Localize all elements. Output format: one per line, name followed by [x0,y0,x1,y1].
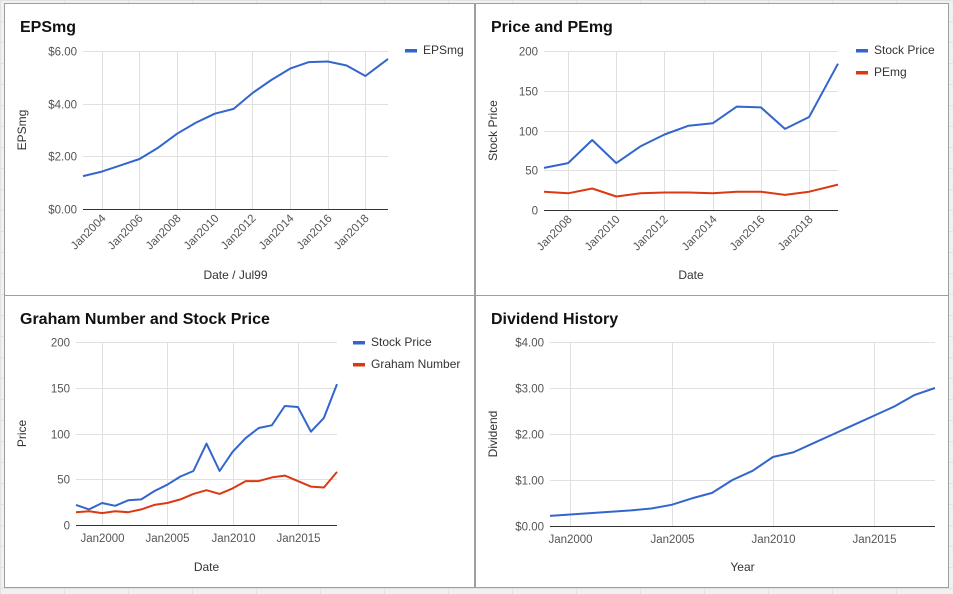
legend-label: EPSmg [423,43,464,57]
dividend-chart-panel: Dividend History $0.00 $1.00 $2.00 $3.00 $4.0… [475,295,949,588]
x-tick-label: Jan2008 [144,213,184,253]
y-tick-label: $4.00 [515,338,544,350]
x-tick-label: Jan2012 [219,213,259,253]
x-tick-label: Jan2010 [182,213,222,253]
x-tick-label: Jan2014 [257,212,297,252]
y-tick-label: $3.00 [515,384,544,396]
y-tick-label: 0 [64,521,70,533]
y-tick-label: 100 [51,430,70,442]
legend-swatch [856,49,868,53]
legend-label: Stock Price [371,335,432,349]
eps-chart: EPSmg$0.00$2.00$4.00$6.00Jan2004Jan2006J… [15,19,464,282]
y-tick-label: $2.00 [515,430,544,442]
y-tick-label: $0.00 [515,522,544,534]
chart-title: Graham Number and Stock Price [20,311,270,328]
y-tick-label: 0 [532,206,538,218]
x-tick-label: Jan2004 [69,212,109,252]
y-tick-label: $0.00 [48,205,77,217]
x-tick-label: Jan2018 [332,213,372,253]
x-tick-label: Jan2015 [852,534,896,546]
x-tick-label: Jan2010 [751,534,795,546]
graham-chart-panel: Graham Number and Stock Price 0 50 100 150 20… [4,295,475,588]
price-pe-chart: Price and PEmg 0 50 100 150 200 Jan2008 Jan2010… [486,19,935,282]
legend-swatch [353,363,365,367]
series-line-stock-price [75,383,338,511]
y-tick-label: 200 [519,47,538,59]
x-tick-label: Jan2008 [535,214,575,254]
legend-label: Stock Price [874,43,935,57]
legend-swatch [856,71,868,75]
y-axis-title: Stock Price [486,100,500,161]
chart-title: Price and PEmg [491,19,613,36]
x-axis-title: Date / Jul99 [203,268,267,282]
legend-label: PEmg [874,65,907,79]
y-tick-label: 100 [519,127,538,139]
series-line-stock-price [543,63,839,169]
series-line-graham-number [75,471,338,515]
x-tick-label: Jan2000 [548,534,592,546]
x-tick-label: Jan2015 [276,533,320,545]
price-pe-chart-panel: Price and PEmg 0 50 100 150 200 Jan2008 Jan2010… [475,3,949,296]
x-tick-label: Jan2012 [631,214,671,254]
x-axis-title: Year [730,560,754,574]
y-tick-label: 150 [519,87,538,99]
x-tick-label: Jan2010 [211,533,255,545]
y-tick-label: $6.00 [48,47,77,59]
y-tick-label: 50 [525,166,538,178]
x-tick-label: Jan2016 [728,214,768,254]
series-line-epsmg [82,58,389,178]
x-tick-label: Jan2000 [80,533,124,545]
series-line-main [549,387,936,517]
y-tick-label: 150 [51,384,70,396]
series-line-pemg [543,183,839,198]
dividend-chart: Dividend History $0.00 $1.00 $2.00 $3.00 $4.0… [486,311,936,574]
eps-chart-panel: EPSmg $0.00 $2.00 $4.00 $6.00 Jan2004 Jan2006 J… [4,3,475,296]
y-tick-label: $1.00 [515,476,544,488]
x-tick-label: Jan2005 [145,533,189,545]
y-tick-label: $2.00 [48,152,77,164]
x-tick-label: Jan2010 [583,214,623,254]
y-tick-label: $4.00 [48,100,77,112]
y-tick-label: 200 [51,338,70,350]
x-axis-title: Date [194,560,220,574]
x-tick-label: Jan2018 [776,214,816,254]
chart-title: Dividend History [491,311,618,328]
y-axis-title: Dividend [486,411,500,458]
y-axis-title: EPSmg [15,110,29,151]
x-axis-title: Date [678,268,704,282]
x-tick-label: Jan2016 [295,213,335,253]
x-tick-label: Jan2005 [650,534,694,546]
legend-swatch [353,341,365,345]
x-tick-label: Jan2006 [106,213,146,253]
x-tick-label: Jan2014 [680,213,720,253]
y-axis-title: Price [15,420,29,448]
y-tick-label: 50 [57,475,70,487]
chart-title: EPSmg [20,19,76,36]
legend-label: Graham Number [371,357,460,371]
legend-swatch [405,49,417,53]
graham-chart: Graham Number and Stock Price 0 50 100 150 20… [15,311,460,574]
